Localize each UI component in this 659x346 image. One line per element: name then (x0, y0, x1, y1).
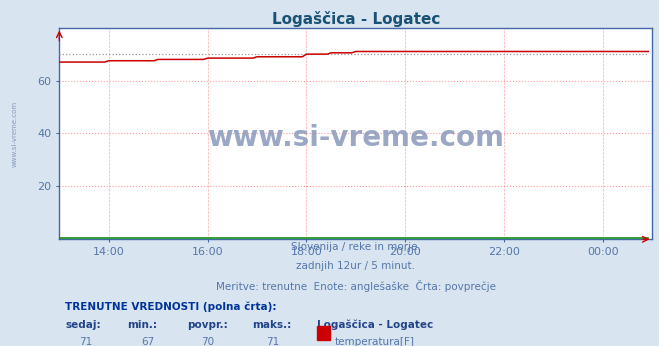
Text: min.:: min.: (128, 320, 158, 330)
Text: TRENUTNE VREDNOSTI (polna črta):: TRENUTNE VREDNOSTI (polna črta): (65, 301, 277, 312)
Bar (318, 326, 330, 340)
Text: www.si-vreme.com: www.si-vreme.com (12, 100, 18, 166)
Title: Logaščica - Logatec: Logaščica - Logatec (272, 10, 440, 27)
Text: 70: 70 (201, 337, 214, 346)
Bar (318, 344, 330, 346)
Text: 67: 67 (142, 337, 155, 346)
Text: Meritve: trenutne  Enote: anglešaške  Črta: povprečje: Meritve: trenutne Enote: anglešaške Črta… (216, 280, 496, 292)
Text: povpr.:: povpr.: (187, 320, 227, 330)
Text: Logaščica - Logatec: Logaščica - Logatec (318, 320, 434, 330)
Text: Slovenija / reke in morje.: Slovenija / reke in morje. (291, 243, 421, 252)
Text: 71: 71 (79, 337, 93, 346)
Text: zadnjih 12ur / 5 minut.: zadnjih 12ur / 5 minut. (297, 261, 415, 271)
Text: www.si-vreme.com: www.si-vreme.com (208, 124, 504, 152)
Text: 71: 71 (266, 337, 279, 346)
Text: temperatura[F]: temperatura[F] (335, 337, 415, 346)
Text: maks.:: maks.: (252, 320, 291, 330)
Text: sedaj:: sedaj: (65, 320, 101, 330)
